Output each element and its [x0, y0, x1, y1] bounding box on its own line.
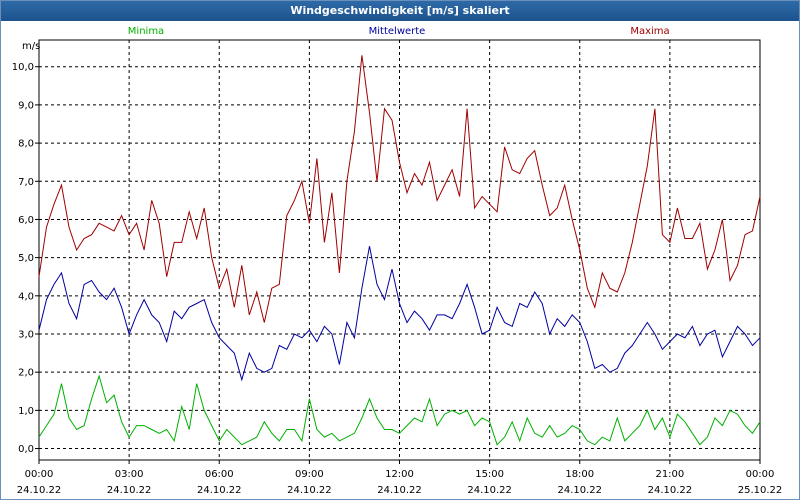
y-tick-label: 0,0	[18, 444, 34, 455]
x-tick-time: 15:00	[475, 469, 504, 480]
x-tick-time: 18:00	[565, 469, 594, 480]
y-tick-label: 5,0	[18, 253, 34, 264]
y-tick-label: 8,0	[18, 139, 34, 150]
series-line-maxima	[38, 55, 761, 323]
y-tick-label: 2,0	[18, 368, 34, 379]
y-tick-label: 9,0	[18, 100, 34, 111]
x-tick-date: 24.10.22	[557, 485, 602, 496]
x-tick-time: 00:00	[25, 469, 54, 480]
series-line-minima	[38, 374, 761, 446]
y-tick-label: 6,0	[18, 215, 34, 226]
x-tick-date: 25.10.22	[738, 485, 783, 496]
legend: Minima Mittelwerte Maxima	[128, 26, 670, 37]
x-tick-date: 24.10.22	[287, 485, 332, 496]
x-tick-date: 24.10.22	[107, 485, 152, 496]
x-tick-time: 06:00	[205, 469, 234, 480]
axes	[38, 39, 761, 461]
y-tick-label: 10,0	[12, 62, 34, 73]
plot-border	[38, 39, 761, 461]
x-tick-time: 03:00	[115, 469, 144, 480]
series-line-mittelwerte	[38, 246, 761, 382]
chart-title: Windgeschwindigkeit [m/s] skaliert	[1, 1, 799, 21]
x-tick-time: 09:00	[295, 469, 324, 480]
x-tick-time: 21:00	[655, 469, 684, 480]
x-tick-date: 24.10.22	[377, 485, 422, 496]
x-tick-labels: 00:00 24.10.22 03:00 24.10.22 06:00 24.10.22 0…	[17, 469, 783, 496]
y-tick-labels: 0,0 1,0 2,0 3,0 4,0 5,0 6,0 7,0 8,0 9,0 10,0	[12, 62, 34, 455]
y-tick-label: 1,0	[18, 406, 34, 417]
series-lines	[38, 55, 761, 446]
legend-entry-mittelwerte: Mittelwerte	[369, 26, 426, 37]
legend-entry-minima: Minima	[128, 26, 164, 37]
x-tick-date: 24.10.22	[467, 485, 512, 496]
x-tick-date: 24.10.22	[17, 485, 62, 496]
y-tick-label: 7,0	[18, 177, 34, 188]
x-tick-time: 00:00	[746, 469, 775, 480]
y-tick-label: 3,0	[18, 330, 34, 341]
y-tick-label: 4,0	[18, 291, 34, 302]
x-tick-date: 24.10.22	[197, 485, 242, 496]
y-axis-label: m/s	[22, 41, 40, 52]
x-tick-date: 24.10.22	[648, 485, 693, 496]
legend-entry-maxima: Maxima	[630, 26, 669, 37]
x-tick-time: 12:00	[385, 469, 414, 480]
